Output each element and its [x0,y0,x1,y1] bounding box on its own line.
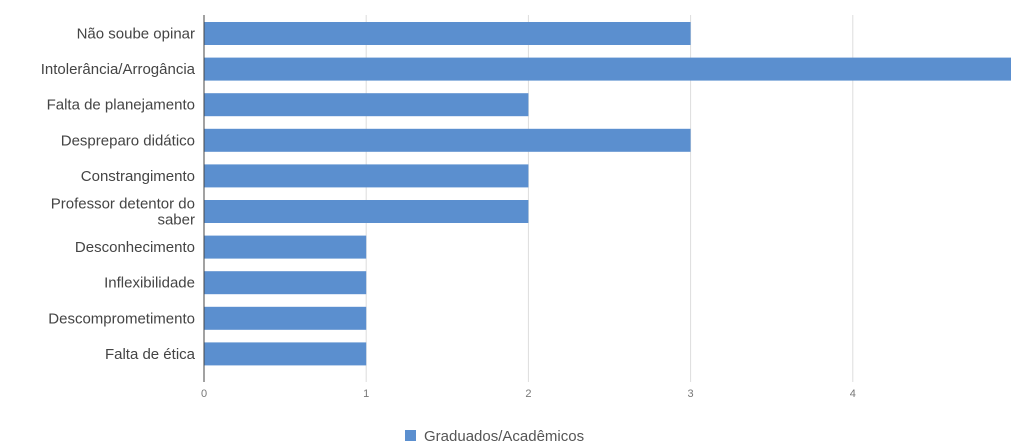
x-tick-label: 4 [850,388,856,400]
legend: Graduados/Acadêmicos [405,428,584,443]
category-label: saber [157,212,195,229]
category-label: Falta de ética [105,346,196,363]
bar [204,235,367,259]
category-label: Inflexibilidade [104,275,195,292]
category-label: Intolerância/Arrogância [41,61,196,78]
x-tick-label: 0 [201,388,207,400]
legend-label: Graduados/Acadêmicos [424,428,584,443]
x-tick-label: 1 [363,388,369,400]
bar [204,342,367,366]
bar [204,200,529,223]
bar [204,271,367,295]
category-label: Falta de planejamento [47,97,195,114]
category-label: Professor detentor do [51,196,195,213]
x-tick-label: 3 [688,388,694,400]
bar [204,306,367,330]
bar [204,22,691,45]
category-label: Constrangimento [81,168,195,185]
category-label: Descomprometimento [48,310,195,327]
x-tick-label: 2 [525,388,531,400]
bar [204,164,529,188]
category-label: Despreparo didático [61,132,195,149]
x-axis-ticks: 0 1 2 3 4 [201,388,856,400]
bar [204,93,529,117]
bar [204,57,1011,81]
category-label: Desconhecimento [75,239,195,256]
bars [204,22,1011,366]
category-labels: Não soube opinar Intolerância/Arrogância F… [41,26,196,363]
bar [204,128,691,152]
category-label: Não soube opinar [77,26,195,43]
legend-swatch [405,430,416,441]
